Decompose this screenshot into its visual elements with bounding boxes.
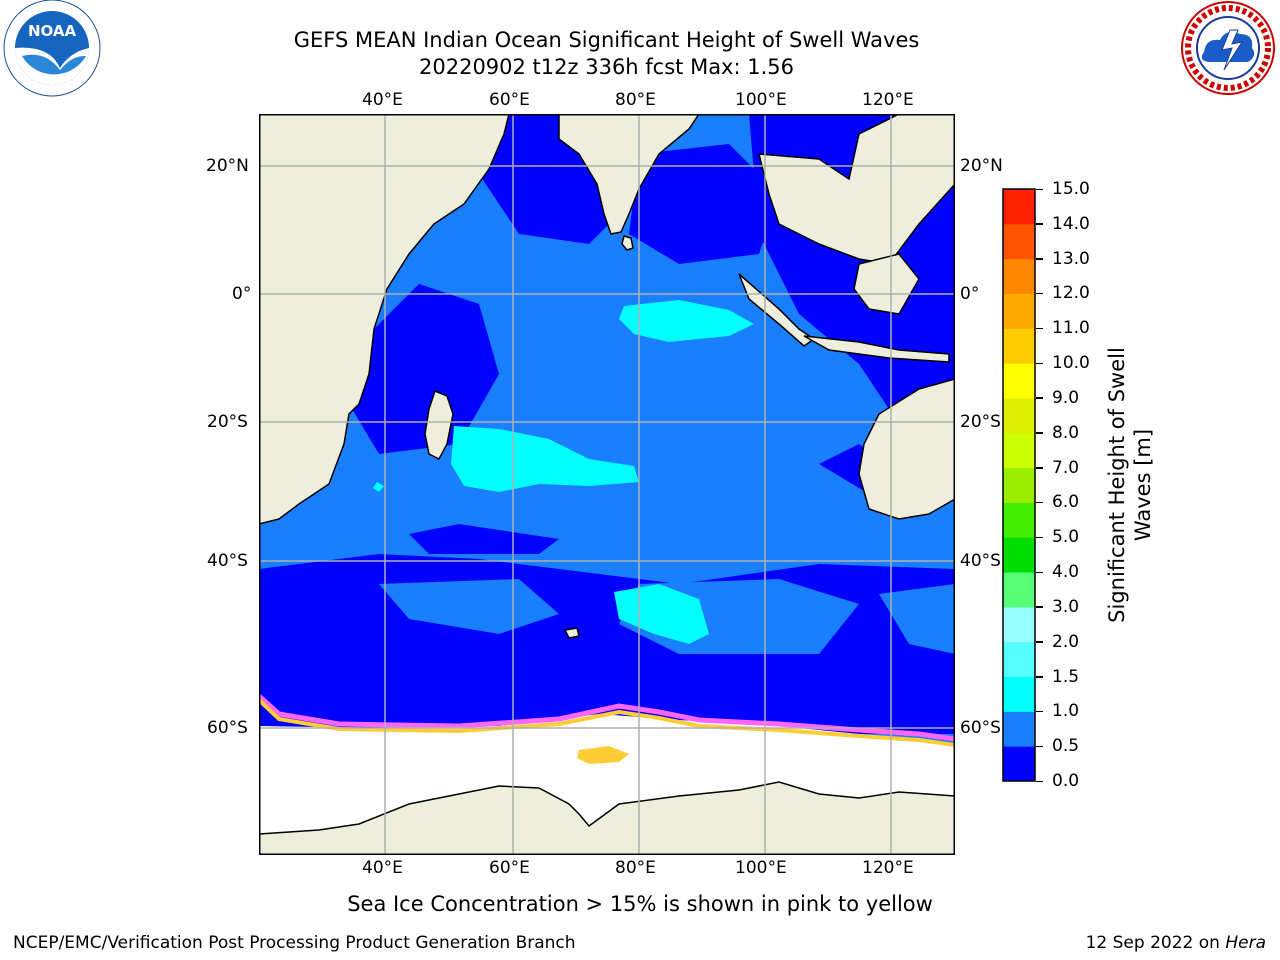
colorbar-tick-label: 10.0 (1052, 353, 1090, 374)
colorbar (1002, 188, 1036, 782)
colorbar-tick-label: 12.0 (1052, 283, 1090, 304)
colorbar-tick-mark (1036, 606, 1043, 608)
colorbar-tick-mark (1036, 292, 1043, 295)
lat-tick-left-0: 0° (232, 284, 252, 304)
colorbar-tick-mark (1036, 327, 1043, 330)
lat-tick-right-20s: 20°S (960, 412, 1001, 432)
noaa-logo-icon: NOAA (3, 0, 101, 97)
colorbar-tick-mark (1036, 258, 1043, 260)
colorbar-tick-mark (1036, 397, 1043, 399)
nws-logo-icon (1181, 1, 1275, 95)
colorbar-band (1003, 711, 1035, 747)
colorbar-band (1003, 572, 1035, 608)
lat-tick-right-0: 0° (960, 284, 980, 304)
lat-tick-left-20s: 20°S (207, 412, 248, 432)
colorbar-tick-label: 13.0 (1052, 248, 1090, 269)
map-frame (259, 114, 955, 855)
colorbar-band (1003, 502, 1035, 538)
colorbar-tick-mark (1036, 362, 1043, 365)
colorbar-band (1003, 363, 1035, 399)
colorbar-tick-mark (1036, 710, 1043, 713)
colorbar-tick-label: 4.0 (1052, 562, 1080, 583)
lon-tick-bottom-80e: 80°E (615, 858, 656, 878)
colorbar-tick-label: 9.0 (1052, 387, 1080, 408)
colorbar-band (1003, 641, 1035, 678)
colorbar-label: Significant Height of Swell Waves [m] (1105, 347, 1155, 623)
colorbar-band (1003, 189, 1035, 225)
colorbar-tick-label: 1.0 (1052, 701, 1080, 722)
colorbar-tick-label: 11.0 (1052, 318, 1090, 339)
colorbar-tick-mark (1036, 432, 1043, 434)
colorbar-tick-mark (1036, 467, 1043, 469)
colorbar-tick-label: 3.0 (1052, 596, 1080, 617)
lon-tick-bottom-60e: 60°E (489, 858, 530, 878)
lat-tick-left-60s: 60°S (207, 718, 248, 738)
colorbar-tick-label: 5.0 (1052, 527, 1080, 548)
lon-tick-top-100e: 100°E (735, 90, 787, 110)
colorbar-tick-label: 2.0 (1052, 631, 1080, 652)
lat-tick-left-20n: 20°N (206, 156, 249, 176)
colorbar-band (1003, 397, 1035, 434)
colorbar-tick-mark (1036, 571, 1043, 574)
colorbar-frame (1002, 188, 1036, 782)
colorbar-band (1003, 328, 1035, 364)
colorbar-tick-mark (1036, 745, 1043, 748)
lat-tick-right-60s: 60°S (960, 718, 1001, 738)
noaa-logo-text: NOAA (28, 22, 77, 40)
lon-tick-top-80e: 80°E (615, 90, 656, 110)
lon-tick-top-40e: 40°E (362, 90, 403, 110)
colorbar-band (1003, 606, 1035, 643)
colorbar-tick-mark (1036, 641, 1043, 643)
graticule (259, 114, 955, 855)
colorbar-band (1003, 676, 1035, 712)
colorbar-tick-label: 0.0 (1052, 771, 1080, 791)
sea-ice-note: Sea Ice Concentration > 15% is shown in … (0, 892, 1280, 916)
lat-tick-right-40s: 40°S (960, 551, 1001, 571)
colorbar-tick-label: 14.0 (1052, 213, 1090, 234)
run-date: 12 Sep 2022 on Hera (1086, 933, 1266, 953)
sea-ice-patch (577, 746, 629, 764)
run-date-text: 12 Sep 2022 on (1085, 933, 1226, 953)
colorbar-tick-mark (1036, 780, 1043, 782)
branch-credit: NCEP/EMC/Verification Post Processing Pr… (13, 933, 576, 953)
colorbar-tick-label: 7.0 (1052, 457, 1080, 478)
colorbar-tick-mark (1036, 676, 1043, 678)
antarctica-land (259, 781, 955, 855)
lon-tick-bottom-40e: 40°E (362, 858, 403, 878)
lon-tick-top-60e: 60°E (489, 90, 530, 110)
colorbar-band (1003, 293, 1035, 329)
colorbar-band (1003, 537, 1035, 573)
high-swell-patches (373, 300, 754, 644)
colorbar-band (1003, 432, 1035, 469)
lon-tick-bottom-100e: 100°E (735, 858, 787, 878)
colorbar-tick-label: 8.0 (1052, 422, 1080, 443)
machine-name: Hera (1225, 933, 1266, 953)
colorbar-tick-mark (1036, 223, 1043, 225)
map-title-line2: 20220902 t12z 336h fcst Max: 1.56 (419, 55, 794, 79)
lat-tick-right-20n: 20°N (960, 156, 1003, 176)
colorbar-band (1003, 223, 1035, 260)
map-title-line1: GEFS MEAN Indian Ocean Significant Heigh… (293, 28, 920, 52)
lon-tick-top-120e: 120°E (862, 90, 914, 110)
colorbar-band (1003, 467, 1035, 503)
sea-ice-note-text: Sea Ice Concentration > 15% is shown in … (347, 892, 933, 916)
colorbar-tick-mark (1036, 188, 1043, 190)
colorbar-band (1003, 746, 1035, 782)
lon-tick-bottom-120e: 120°E (862, 858, 914, 878)
colorbar-tick-label: 0.5 (1052, 736, 1080, 757)
colorbar-tick-label: 6.0 (1052, 492, 1080, 513)
colorbar-tick-label: 1.5 (1052, 666, 1080, 687)
colorbar-tick-mark (1036, 501, 1043, 504)
colorbar-band (1003, 258, 1035, 294)
map-panel (259, 114, 955, 855)
colorbar-tick-mark (1036, 536, 1043, 539)
colorbar-tick-label: 15.0 (1052, 179, 1090, 199)
lat-tick-left-40s: 40°S (207, 551, 248, 571)
